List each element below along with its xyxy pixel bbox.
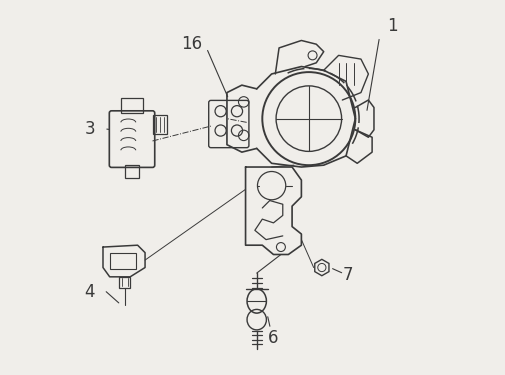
Text: 4: 4	[84, 283, 95, 301]
Bar	[121, 98, 143, 113]
Bar	[110, 253, 135, 269]
Text: 3: 3	[84, 120, 95, 138]
Text: 7: 7	[342, 266, 352, 284]
Bar	[119, 277, 130, 288]
Text: 6: 6	[268, 329, 278, 347]
Bar	[124, 165, 139, 178]
Text: 1: 1	[386, 16, 397, 34]
Bar	[152, 115, 167, 134]
Text: 16: 16	[181, 35, 201, 53]
